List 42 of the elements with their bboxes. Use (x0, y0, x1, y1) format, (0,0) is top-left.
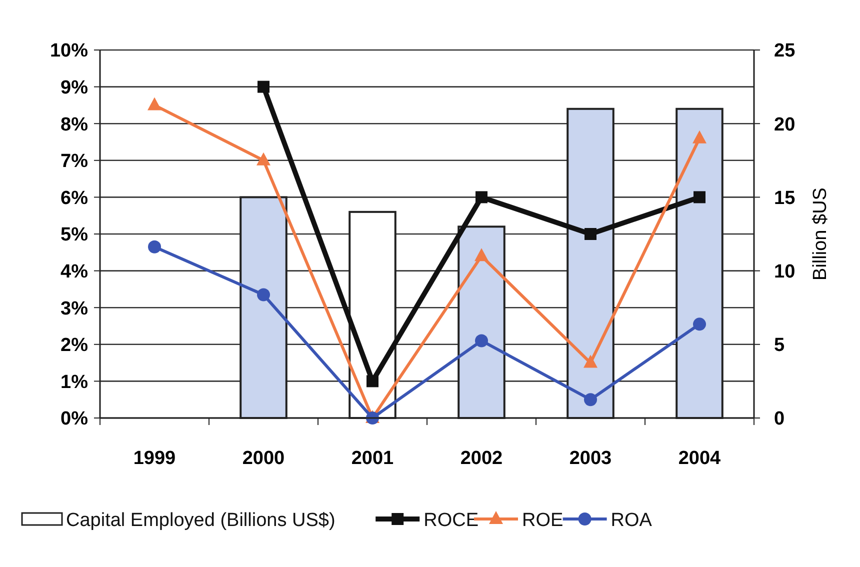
legend-label: ROE (522, 510, 564, 531)
y-tick-label: 1% (60, 372, 88, 393)
x-tick-label: 2002 (460, 448, 503, 469)
x-tick-label: 2003 (569, 448, 612, 469)
y2-tick-label: 0 (774, 408, 785, 430)
point (474, 248, 488, 262)
point (475, 334, 488, 348)
point (476, 191, 488, 204)
y-tick-label: 10% (50, 40, 88, 62)
y2-tick-label: 10 (774, 261, 796, 282)
point (584, 228, 596, 240)
y2-axis-title: Billion $US (810, 188, 831, 280)
point (258, 80, 270, 93)
point (257, 288, 270, 302)
legend-label: Capital Employed (Billions US$) (66, 510, 336, 531)
point (694, 191, 706, 204)
y2-tick-label: 20 (774, 114, 796, 136)
point (366, 375, 378, 388)
y-tick-label: 9% (60, 77, 88, 98)
point (584, 393, 597, 406)
x-tick-label: 2004 (678, 448, 722, 469)
y-tick-label: 5% (60, 224, 88, 246)
legend-label: ROCE (424, 510, 479, 531)
x-tick-label: 2001 (351, 448, 394, 469)
y-tick-label: 3% (60, 298, 88, 320)
y-tick-label: 2% (60, 335, 88, 356)
y-tick-label: 7% (60, 151, 88, 172)
point (148, 97, 162, 110)
y2-tick-label: 15 (774, 188, 796, 209)
y-tick-label: 4% (60, 261, 88, 282)
point (692, 130, 706, 144)
x-tick-label: 2000 (242, 448, 285, 469)
x-tick-label: 1999 (133, 448, 176, 469)
y-tick-label: 8% (60, 114, 88, 136)
legend-label: ROA (610, 510, 652, 531)
point (256, 152, 270, 166)
y2-tick-label: 5 (774, 335, 785, 356)
point (693, 318, 706, 331)
y-tick-label: 0% (60, 408, 88, 430)
point (148, 240, 161, 254)
y-tick-label: 6% (60, 188, 88, 209)
y2-tick-label: 25 (774, 40, 796, 62)
